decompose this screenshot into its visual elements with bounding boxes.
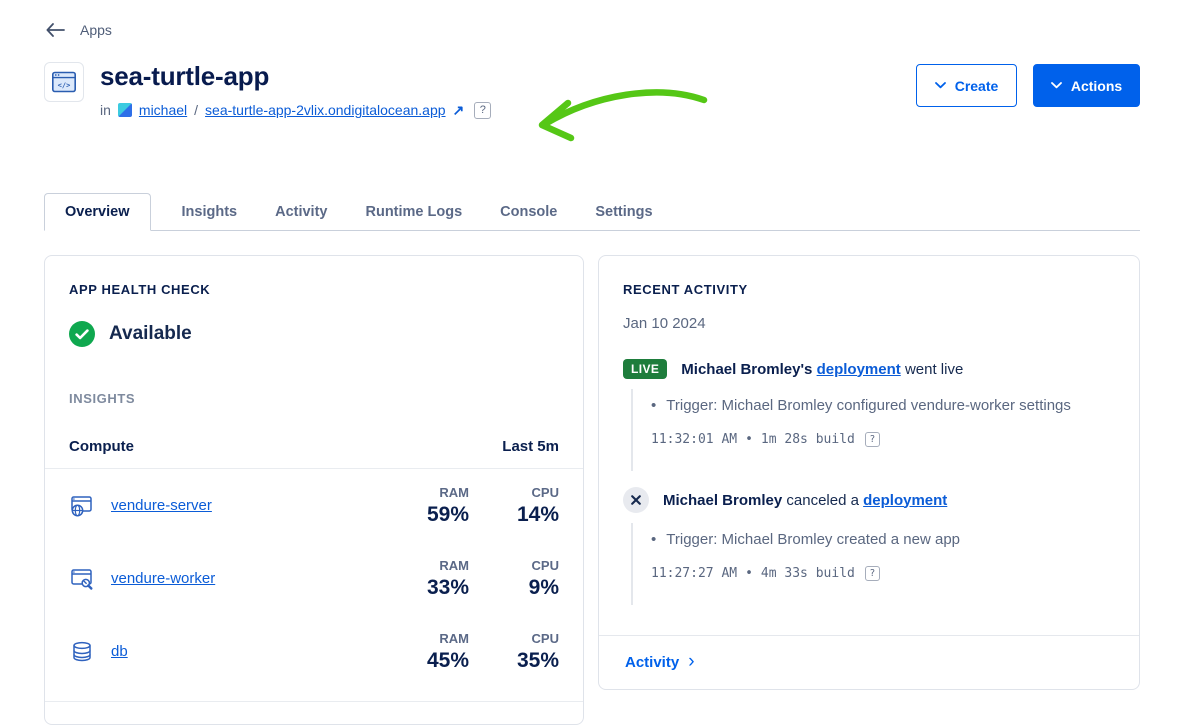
app-header: </> sea-turtle-app in michael / sea-turt… [44,61,492,119]
dot-separator: • [745,566,753,581]
actions-button-label: Actions [1070,77,1123,94]
build-duration: 4m 33s build [760,566,855,581]
trigger-text: Trigger: Michael Bromley configured vend… [666,397,1071,414]
deployment-link[interactable]: deployment [816,360,901,378]
cpu-label: CPU [531,557,559,573]
ram-value: 45% [426,648,469,672]
activity-detail: • Trigger: Michael Bromley configured ve… [631,389,1115,471]
app-subline: in michael / sea-turtle-app-2vlix.ondigi… [100,101,492,119]
table-row: vendure-worker RAM 33% CPU 9% [69,542,559,615]
app-window-icon: </> [44,62,84,102]
ram-value: 59% [426,502,469,526]
tab-activity[interactable]: Activity [275,203,328,220]
range-label: Last 5m [502,438,559,455]
window-globe-icon [71,495,92,516]
component-link[interactable]: vendure-worker [111,570,216,587]
cancel-icon [623,487,649,513]
tab-insights[interactable]: Insights [181,203,238,220]
tab-console[interactable]: Console [500,203,558,220]
table-row: db RAM 45% CPU 35% [69,615,559,688]
component-link[interactable]: vendure-server [111,497,212,514]
activity-footer-link[interactable]: Activity › [625,651,695,672]
activity-footer-label: Activity [625,654,680,671]
help-icon[interactable]: ? [474,101,492,119]
window-wrench-icon [71,568,93,590]
insights-section-title: INSIGHTS [69,391,136,406]
annotation-arrow [538,89,708,142]
timestamp: 11:32:01 AM [651,432,738,447]
back-arrow-icon[interactable] [46,23,65,37]
app-health-card: APP HEALTH CHECK Available INSIGHTS Comp… [44,255,584,725]
live-badge: LIVE [623,359,668,379]
create-button-label: Create [954,77,999,94]
trigger-text: Trigger: Michael Bromley created a new a… [666,531,961,548]
actor-name: Michael Bromley's [681,360,813,378]
external-link-icon: ↗ [452,102,465,119]
cpu-label: CPU [531,484,559,500]
page-title: sea-turtle-app [100,61,270,91]
timestamp: 11:27:27 AM [651,566,738,581]
team-link[interactable]: michael [138,102,188,119]
cpu-value: 9% [528,575,559,599]
actor-name: Michael Bromley [663,491,783,509]
database-icon [73,641,91,661]
component-link[interactable]: db [111,643,128,660]
actions-button[interactable]: Actions [1033,64,1140,107]
tab-bar: Overview Insights Activity Runtime Logs … [44,193,1140,231]
compute-header: Compute Last 5m [69,438,559,455]
chevron-down-icon [1050,82,1062,89]
headline-middle: canceled a [786,491,859,509]
divider [45,701,583,702]
compute-label: Compute [69,438,134,455]
divider [45,468,583,469]
in-label: in [100,102,111,119]
headline-suffix: went live [904,360,964,378]
activity-headline: Michael Bromley's deployment went live [681,361,963,378]
list-item: LIVE Michael Bromley's deployment went l… [623,359,1115,471]
tab-runtime-logs[interactable]: Runtime Logs [365,203,463,220]
build-duration: 1m 28s build [760,432,855,447]
app-domain-link[interactable]: sea-turtle-app-2vlix.ondigitalocean.app [205,102,446,119]
ram-label: RAM [439,484,469,500]
svg-text:</>: </> [58,81,71,89]
component-metrics: RAM 33% CPU 9% [405,558,559,600]
help-icon[interactable]: ? [864,566,880,581]
health-section-title: APP HEALTH CHECK [69,282,211,297]
help-icon[interactable]: ? [864,432,880,447]
chevron-right-icon: › [688,651,695,672]
ram-label: RAM [439,557,469,573]
health-status-row: Available [69,321,559,347]
tab-overview[interactable]: Overview [44,193,151,231]
bullet-icon: • [651,397,657,414]
recent-activity-card: RECENT ACTIVITY Jan 10 2024 LIVE Michael… [598,255,1140,690]
check-circle-icon [69,321,95,347]
activity-card-footer: Activity › [599,635,1139,689]
ram-value: 33% [426,575,469,599]
cpu-value: 35% [516,648,559,672]
dot-separator: • [745,432,753,447]
tab-settings[interactable]: Settings [595,203,653,220]
breadcrumb[interactable]: Apps [46,22,112,38]
breadcrumb-label[interactable]: Apps [80,22,112,38]
activity-detail: • Trigger: Michael Bromley created a new… [631,523,1115,605]
status-badge: Available [109,323,192,344]
activity-headline: Michael Bromley canceled a deployment [663,492,947,509]
component-metrics: RAM 45% CPU 35% [405,631,559,673]
cpu-value: 14% [516,502,559,526]
ram-label: RAM [439,630,469,646]
deployment-link[interactable]: deployment [863,491,948,509]
component-metrics: RAM 59% CPU 14% [405,485,559,527]
table-row: vendure-server RAM 59% CPU 14% [69,469,559,542]
cpu-label: CPU [531,630,559,646]
activity-section-title: RECENT ACTIVITY [623,282,748,297]
chevron-down-icon [934,82,946,89]
path-separator: / [194,102,199,119]
activity-date: Jan 10 2024 [623,315,706,332]
list-item: Michael Bromley canceled a deployment • … [623,487,1115,605]
create-button[interactable]: Create [916,64,1017,107]
team-avatar-icon [117,103,132,118]
bullet-icon: • [651,531,657,548]
